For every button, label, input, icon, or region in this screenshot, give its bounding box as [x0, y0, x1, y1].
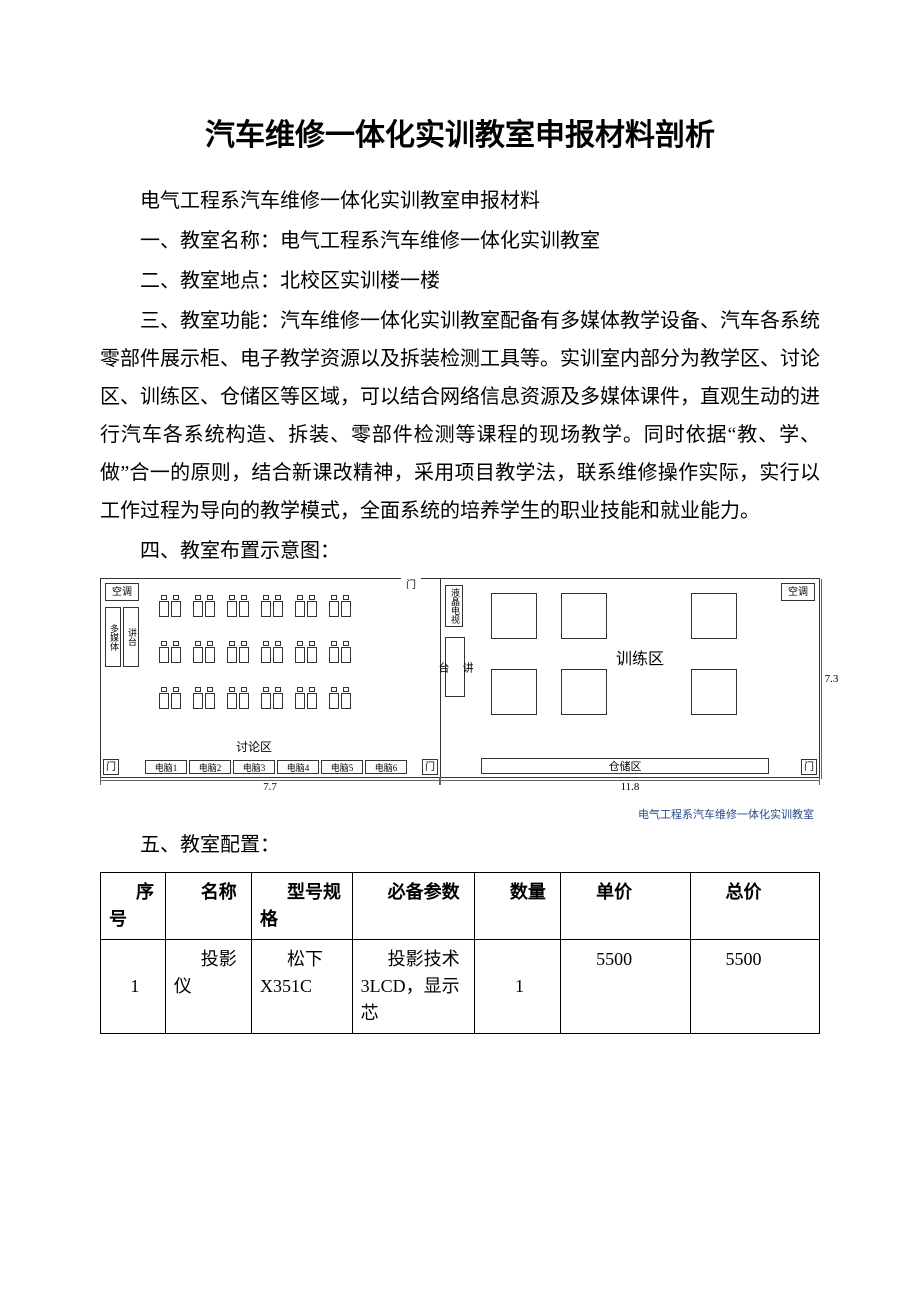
train-box: [491, 669, 537, 715]
dimension-height: 7.3: [821, 579, 841, 779]
discussion-label: 讨论区: [236, 738, 272, 755]
th-qty: 数量: [474, 873, 560, 940]
cell-unit: 5500: [561, 940, 690, 1034]
section-2: 二、教室地点：北校区实训楼一楼: [100, 262, 820, 300]
plan-outline: 7.3 空调 多媒体 讲台 门 门 门: [100, 578, 820, 778]
multimedia-label: 多媒体: [105, 607, 121, 667]
door-label-bl: 门: [103, 759, 119, 775]
pc-2: 电脑2: [189, 760, 231, 774]
train-box: [691, 593, 737, 639]
storage-label: 仓储区: [481, 758, 769, 774]
train-box: [491, 593, 537, 639]
cell-qty: 1: [474, 940, 560, 1034]
section-1: 一、教室名称：电气工程系汽车维修一体化实训教室: [100, 222, 820, 260]
th-spec: 必备参数: [352, 873, 474, 940]
page-title: 汽车维修一体化实训教室申报材料剖析: [100, 110, 820, 154]
config-table: 序号 名称 型号规格 必备参数 数量 单价 总价 1 投影仪 松下X351C 投…: [100, 872, 820, 1034]
th-total: 总价: [690, 873, 819, 940]
left-zone: 空调 多媒体 讲台 门 门 门: [101, 579, 441, 777]
ac-label-right: 空调: [781, 583, 815, 601]
th-no: 序号: [101, 873, 166, 940]
th-unit: 单价: [561, 873, 690, 940]
lectern-label: 讲台: [123, 607, 139, 667]
door-label-top: 门: [401, 578, 421, 592]
ac-label: 空调: [105, 583, 139, 601]
table-header-row: 序号 名称 型号规格 必备参数 数量 单价 总价: [101, 873, 820, 940]
pc-5: 电脑5: [321, 760, 363, 774]
table-row: 1 投影仪 松下X351C 投影技术3LCD，显示芯 1 5500 5500: [101, 940, 820, 1034]
floor-plan-diagram: 7.3 空调 多媒体 讲台 门 门 门: [100, 578, 820, 822]
train-box: [561, 669, 607, 715]
pc-row: 电脑1 电脑2 电脑3 电脑4 电脑5 电脑6: [145, 760, 407, 774]
training-label: 训练区: [616, 645, 664, 669]
section-5-heading: 五、教室配置：: [100, 826, 820, 864]
pc-6: 电脑6: [365, 760, 407, 774]
door-label-br: 门: [422, 759, 438, 775]
section-3: 三、教室功能：汽车维修一体化实训教室配备有多媒体教学设备、汽车各系统零部件展示柜…: [100, 302, 820, 530]
pc-4: 电脑4: [277, 760, 319, 774]
dimension-right: 11.8: [440, 780, 820, 802]
cell-spec: 投影技术3LCD，显示芯: [352, 940, 474, 1034]
door-label-rr: 门: [801, 759, 817, 775]
document-body: 汽车维修一体化实训教室申报材料剖析 电气工程系汽车维修一体化实训教室申报材料 一…: [100, 110, 820, 1034]
lcd-label: 液晶电视: [445, 585, 463, 627]
cell-no: 1: [101, 940, 166, 1034]
desk-row-1: [159, 595, 351, 617]
th-model: 型号规格: [251, 873, 352, 940]
cell-name: 投影仪: [165, 940, 251, 1034]
train-box: [561, 593, 607, 639]
cell-total: 5500: [690, 940, 819, 1034]
pc-3: 电脑3: [233, 760, 275, 774]
train-box: [691, 669, 737, 715]
podium-label: 讲 台: [445, 637, 465, 697]
cell-model: 松下X351C: [251, 940, 352, 1034]
pc-1: 电脑1: [145, 760, 187, 774]
th-name: 名称: [165, 873, 251, 940]
desk-row-3: [159, 687, 351, 709]
intro-line: 电气工程系汽车维修一体化实训教室申报材料: [100, 182, 820, 220]
section-4-heading: 四、教室布置示意图：: [100, 532, 820, 570]
dimension-row: 7.7 11.8: [100, 780, 820, 802]
dimension-left: 7.7: [100, 780, 440, 802]
desk-row-2: [159, 641, 351, 663]
right-zone: 液晶电视 讲 台 空调 门 训练区 仓储区: [441, 579, 819, 777]
diagram-caption: 电气工程系汽车维修一体化实训教室: [100, 806, 820, 822]
